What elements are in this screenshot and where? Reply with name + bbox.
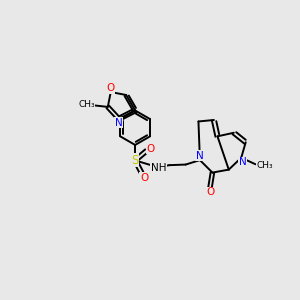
Text: N: N <box>115 118 123 128</box>
Text: N: N <box>196 151 203 160</box>
Text: CH₃: CH₃ <box>256 161 273 170</box>
Text: S: S <box>131 154 139 167</box>
Text: O: O <box>206 187 215 197</box>
Text: NH: NH <box>151 163 166 172</box>
Text: O: O <box>140 172 148 183</box>
Text: O: O <box>146 143 155 154</box>
Text: O: O <box>106 83 114 93</box>
Text: N: N <box>239 158 247 167</box>
Text: CH₃: CH₃ <box>78 100 95 109</box>
